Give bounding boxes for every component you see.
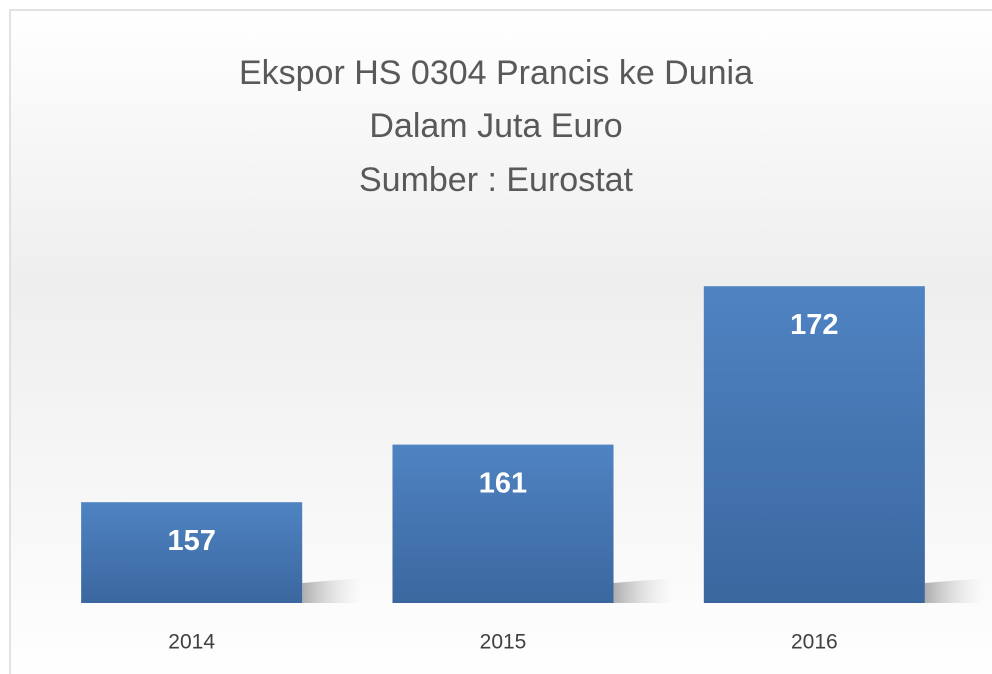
x-tick-label: 2016	[791, 631, 838, 654]
data-label: 172	[790, 309, 838, 341]
bar-shadow	[924, 578, 985, 603]
bar	[81, 502, 303, 603]
bar	[392, 444, 614, 603]
chart-subtitle: Dalam Juta Euro	[369, 107, 622, 145]
bar-shadow	[302, 578, 363, 603]
data-label: 161	[479, 467, 527, 499]
x-tick-label: 2014	[168, 631, 215, 654]
chart-title: Ekspor HS 0304 Prancis ke Dunia	[239, 54, 753, 92]
bar	[703, 286, 925, 603]
bar-shadow	[613, 578, 674, 603]
chart-source: Sumber : Eurostat	[359, 161, 634, 199]
data-label: 157	[167, 525, 215, 557]
x-tick-label: 2015	[480, 631, 527, 654]
